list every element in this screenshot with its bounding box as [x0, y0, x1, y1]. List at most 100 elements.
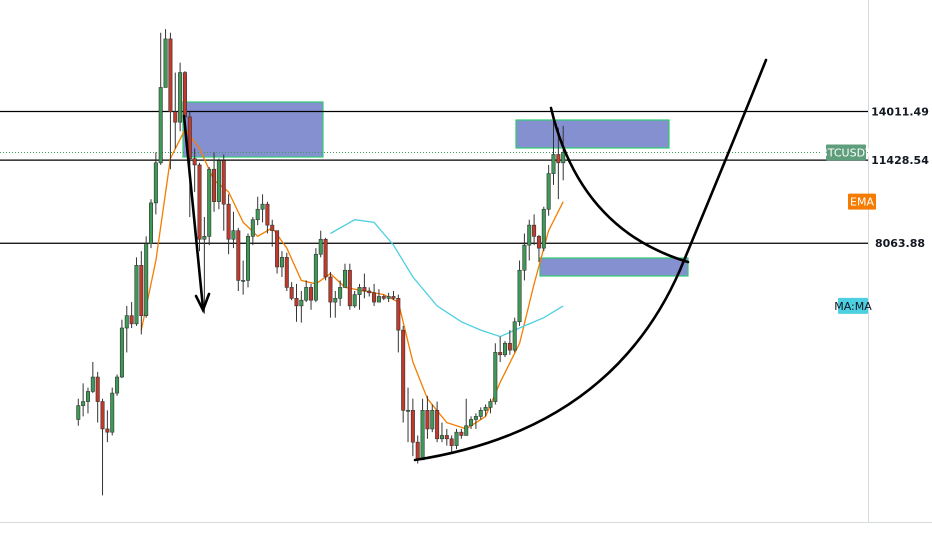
candle-body	[284, 257, 289, 288]
candle-body	[473, 416, 478, 420]
candle-body	[488, 401, 493, 408]
candle-body	[522, 244, 527, 271]
candle-body	[536, 236, 541, 249]
candle-body	[347, 269, 352, 307]
candle-body	[357, 287, 362, 295]
candle-body	[279, 257, 284, 268]
zone-box	[515, 119, 670, 149]
candle-body	[541, 208, 546, 249]
level-label-box	[870, 103, 930, 120]
level-label: 8063.88	[875, 237, 925, 250]
candle-body	[226, 203, 231, 240]
candle-body	[318, 238, 323, 255]
candle-body	[197, 164, 202, 240]
candle-body	[110, 392, 115, 433]
candle-body	[119, 327, 124, 378]
candle-body	[275, 230, 280, 268]
candle-body	[202, 236, 207, 240]
level-label: 14011.49	[871, 106, 929, 119]
candle-body	[367, 290, 372, 294]
candle-body	[187, 116, 192, 159]
candle-body	[430, 410, 435, 430]
zone-box	[182, 101, 324, 158]
candle-body	[309, 287, 314, 301]
candle-body	[95, 376, 100, 402]
candle-body	[386, 296, 391, 299]
candle-body	[221, 160, 226, 205]
candle-body	[265, 203, 270, 226]
series-label-box	[848, 193, 876, 210]
candle-body	[503, 342, 508, 356]
candle-body	[100, 401, 105, 430]
candle-body	[401, 329, 406, 411]
candle-body	[299, 299, 304, 307]
zone-box	[539, 257, 689, 277]
candle-body	[153, 162, 158, 204]
candle-body	[250, 219, 255, 237]
candle-body	[323, 238, 328, 278]
candle-body	[328, 276, 333, 303]
candle-body	[231, 230, 236, 240]
candle-body	[493, 352, 498, 402]
candle-body	[338, 287, 343, 299]
candle-body	[532, 224, 537, 237]
candle-body	[372, 292, 377, 303]
level-label-box	[870, 235, 930, 252]
candle-body	[333, 298, 338, 303]
candle-body	[76, 405, 81, 420]
candle-body	[260, 203, 265, 210]
candle-body	[352, 294, 357, 307]
candle-body	[396, 298, 401, 331]
indicator-line	[330, 219, 564, 338]
candle-body	[483, 407, 488, 411]
candle-body	[454, 431, 459, 446]
candle-body	[304, 287, 309, 301]
level-label: 11428.54	[871, 154, 929, 167]
candle-body	[551, 154, 556, 174]
indicator-line	[140, 128, 564, 430]
candle-body	[289, 287, 294, 299]
candle-body	[270, 224, 275, 231]
symbol-label: BTCUSDT	[820, 146, 872, 159]
candle-body	[134, 265, 139, 325]
candle-body	[478, 410, 483, 417]
candle-body	[420, 410, 425, 461]
candle-body	[425, 410, 430, 430]
candle-body	[178, 72, 183, 123]
candle-body	[168, 38, 173, 113]
candle-body	[163, 38, 168, 88]
candle-body	[362, 287, 367, 292]
candle-body	[207, 168, 212, 237]
candle-body	[149, 202, 154, 244]
candle-body	[527, 224, 532, 246]
candle-body	[376, 296, 381, 303]
candle-body	[246, 236, 251, 281]
candle-body	[556, 154, 561, 164]
candle-body	[512, 321, 517, 351]
candle-body	[498, 352, 503, 356]
candle-body	[212, 168, 217, 202]
candle-body	[459, 431, 464, 436]
candle-body	[158, 87, 163, 164]
series-label: MA:MA	[834, 300, 872, 313]
series-label: EMA	[850, 196, 874, 209]
drop-curve	[549, 106, 690, 264]
candle-body	[546, 173, 551, 210]
candles	[76, 29, 566, 496]
candle-body	[90, 376, 95, 392]
candle-body	[415, 441, 420, 461]
candle-body	[391, 296, 396, 299]
candle-body	[439, 435, 444, 440]
candle-body	[294, 298, 299, 307]
candle-body	[381, 296, 386, 299]
candle-body	[173, 111, 178, 123]
candle-body	[410, 410, 415, 443]
candle-body	[313, 253, 318, 301]
candle-body	[561, 152, 566, 164]
candle-body	[406, 410, 411, 412]
levels	[0, 110, 868, 244]
indicator-lines	[140, 128, 564, 430]
candle-body	[139, 265, 144, 316]
